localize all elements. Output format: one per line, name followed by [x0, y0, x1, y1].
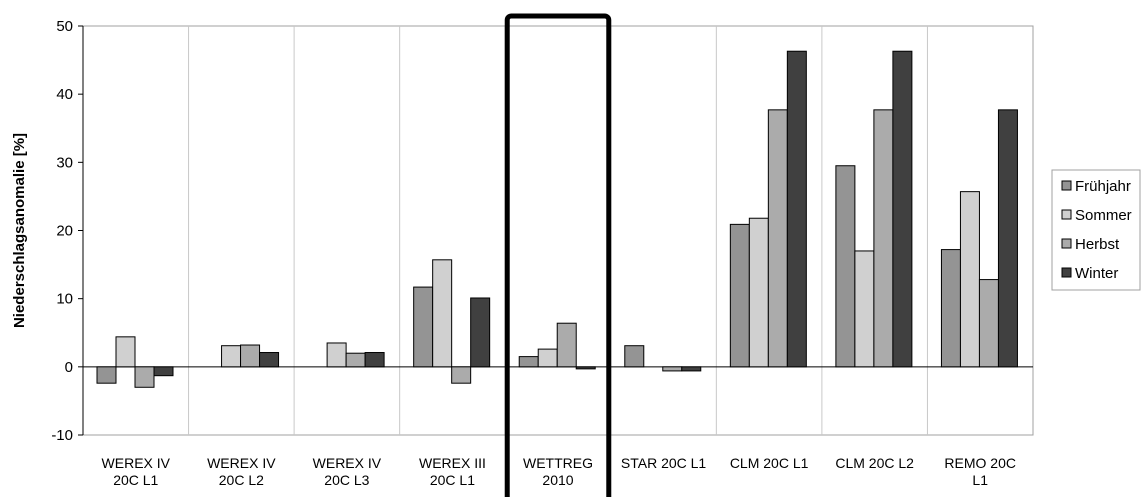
- legend-label: Frühjahr: [1075, 178, 1131, 195]
- bar-herbst: [451, 366, 472, 384]
- bar-herbst: [662, 366, 683, 372]
- legend-swatch: [1061, 209, 1072, 220]
- x-tick-label: WEREX IV 20C L2: [207, 455, 276, 488]
- y-tick-label: -10: [51, 427, 73, 444]
- legend-swatch: [1061, 180, 1072, 191]
- y-tick-label: 10: [56, 291, 73, 308]
- bar-herbst: [978, 279, 999, 368]
- bar-herbst: [240, 344, 261, 368]
- y-tick-label: 30: [56, 154, 73, 171]
- x-tick-label: STAR 20C L1: [621, 455, 707, 471]
- bar-sommer: [115, 336, 136, 368]
- bar-frühjahr: [624, 345, 645, 368]
- bar-frühjahr: [729, 223, 750, 368]
- legend-swatch: [1061, 267, 1072, 278]
- bar-winter: [575, 366, 596, 370]
- x-tick-label: WEREX IV 20C L3: [313, 455, 382, 488]
- y-tick-label: 20: [56, 223, 73, 240]
- bar-winter: [786, 50, 807, 368]
- bar-herbst: [556, 322, 577, 368]
- legend-label: Sommer: [1075, 207, 1132, 224]
- legend-swatch: [1061, 238, 1072, 249]
- bar-herbst: [767, 109, 788, 368]
- bar-frühjahr: [835, 165, 856, 368]
- x-tick-label: WEREX IV 20C L1: [102, 455, 171, 488]
- bar-herbst: [345, 352, 366, 368]
- x-tick-label: CLM 20C L1: [730, 455, 809, 471]
- bar-frühjahr: [413, 286, 434, 368]
- x-tick-label: REMO 20C L1: [944, 455, 1016, 488]
- highlight-box: [504, 13, 612, 497]
- bar-sommer: [326, 342, 347, 368]
- bar-sommer: [748, 217, 769, 368]
- bars: [96, 50, 1018, 388]
- x-tick-label: WETTREG 2010: [523, 455, 593, 488]
- legend: Frühjahr Sommer Herbst Winter: [1051, 169, 1141, 291]
- x-tick-label: WEREX III 20C L1: [419, 455, 486, 488]
- bar-winter: [892, 50, 913, 368]
- y-axis-label: Niederschlagsanomalie [%]: [11, 133, 28, 328]
- bar-winter: [364, 352, 385, 368]
- bar-frühjahr: [518, 356, 539, 368]
- bar-herbst: [873, 109, 894, 368]
- bar-sommer: [537, 348, 558, 368]
- highlight-frame: [504, 13, 612, 497]
- legend-label: Herbst: [1075, 236, 1120, 253]
- y-tick-label: 50: [56, 18, 73, 35]
- y-tick-label: 40: [56, 86, 73, 103]
- y-tick-label: 0: [65, 359, 73, 376]
- x-axis: WEREX IV 20C L1 WEREX IV 20C L2 WEREX IV 20C …: [102, 455, 1016, 488]
- bar-sommer: [854, 250, 875, 368]
- bar-frühjahr: [940, 249, 961, 368]
- bar-sommer: [959, 191, 980, 368]
- bar-winter: [997, 109, 1018, 368]
- y-axis: -10 0 10 20 30 40 50: [51, 18, 84, 444]
- x-tick-label: CLM 20C L2: [835, 455, 914, 471]
- bar-winter: [259, 352, 280, 368]
- bar-winter: [470, 297, 491, 368]
- bar-sommer: [432, 259, 453, 368]
- bar-frühjahr: [96, 366, 117, 384]
- bar-winter: [153, 366, 174, 377]
- bar-winter: [681, 366, 702, 372]
- bar-herbst: [134, 366, 155, 388]
- bar-sommer: [221, 345, 242, 368]
- legend-label: Winter: [1075, 265, 1118, 282]
